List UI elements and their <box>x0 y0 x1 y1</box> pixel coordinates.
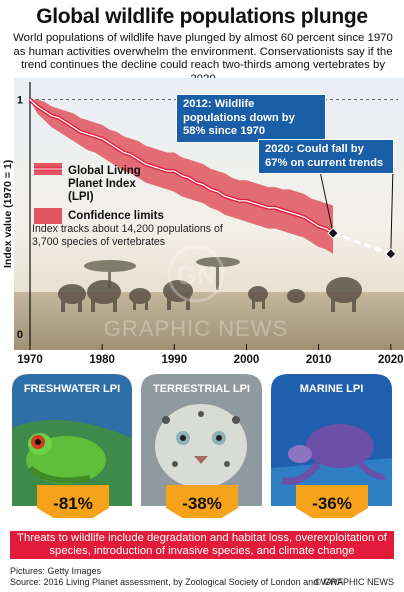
terrestrial-panel <box>141 374 262 506</box>
legend-item-confidence: Confidence limits <box>34 208 164 224</box>
panel-label-marine: MARINE LPI <box>299 383 364 395</box>
x-axis-band <box>14 350 404 368</box>
panel-artwork <box>12 374 392 506</box>
chart-area: 1970 1980 1990 2000 2010 2020 0 1 Index value (… <box>0 78 404 368</box>
acacia-tree-icon <box>84 257 240 290</box>
y-tick-label-0: 0 <box>17 329 23 341</box>
lpi-series-highlight <box>29 99 334 234</box>
badge-freshwater <box>37 485 109 518</box>
leader-line-2020 <box>390 173 394 254</box>
freshwater-change: -81% <box>53 494 93 513</box>
x-tick-label-2000: 2000 <box>234 354 260 366</box>
sub-index-panels: FRESHWATER LPI TERRESTRIAL LPI MARINE LP… <box>0 368 404 586</box>
credits: Pictures: Getty Images Source: 2016 Livi… <box>10 566 394 587</box>
callout-2020: 2020: Could fall by 67% on current trend… <box>258 139 394 174</box>
badge-shapes <box>37 485 368 518</box>
pictures-credit: Pictures: Getty Images <box>10 566 102 576</box>
panel-label-freshwater: FRESHWATER LPI <box>23 383 121 395</box>
lpi-chart: 1970 1980 1990 2000 2010 2020 0 1 Index value (… <box>2 78 404 368</box>
y-axis-label: Index value (1970 = 1) <box>2 160 14 268</box>
x-tick-label-1970: 1970 <box>17 354 43 366</box>
svg-text:GRAPHIC NEWS: GRAPHIC NEWS <box>104 316 288 341</box>
x-tick-label-1990: 1990 <box>162 354 188 366</box>
frog-icon <box>26 433 106 484</box>
legend-label-lpi: Global Living Planet Index (LPI) <box>68 165 141 203</box>
badge-terrestrial <box>166 485 238 518</box>
graphic-news-watermark: GN GRAPHIC NEWS <box>104 245 288 341</box>
chart-note: Index tracks about 14,200 populations of… <box>32 223 223 248</box>
legend-label-confidence: Confidence limits <box>68 210 164 222</box>
x-tick-label-1980: 1980 <box>89 354 115 366</box>
source-credit: Source: 2016 Living Planet assessment, b… <box>10 576 344 587</box>
badge-value-terrestrial: -38% <box>166 482 238 532</box>
legend-line-swatch <box>34 163 62 175</box>
legend-item-lpi: Global Living Planet Index (LPI) <box>34 163 164 204</box>
badge-value-marine: -36% <box>296 482 368 532</box>
marker-2020 <box>385 248 397 260</box>
page-title: Global wildlife populations plunge <box>36 5 368 28</box>
x-tick-label-2010: 2010 <box>306 354 332 366</box>
y-tick-label-1: 1 <box>17 95 23 107</box>
badge-marine <box>296 485 368 518</box>
snow-leopard-icon <box>155 404 247 488</box>
elephant-herd-icon <box>58 277 362 312</box>
callout-2012: 2012: Wildlife populations down by 58% s… <box>176 94 326 143</box>
terrestrial-change: -38% <box>182 494 222 513</box>
legend-band-swatch <box>34 208 62 224</box>
threats-box: Threats to wildlife include degradation … <box>10 531 394 559</box>
turtle-icon <box>280 424 386 485</box>
svg-text:GN: GN <box>177 260 216 290</box>
marine-change: -36% <box>312 494 352 513</box>
badge-value-freshwater: -81% <box>37 482 109 532</box>
brand-credit: © GRAPHIC NEWS <box>314 576 394 587</box>
panel-label-terrestrial: TERRESTRIAL LPI <box>153 383 250 395</box>
marker-2012 <box>327 227 339 239</box>
freshwater-panel <box>12 374 132 506</box>
chart-legend: Global Living Planet Index (LPI) Confide… <box>34 163 164 224</box>
x-tick-label-2020: 2020 <box>378 354 404 366</box>
